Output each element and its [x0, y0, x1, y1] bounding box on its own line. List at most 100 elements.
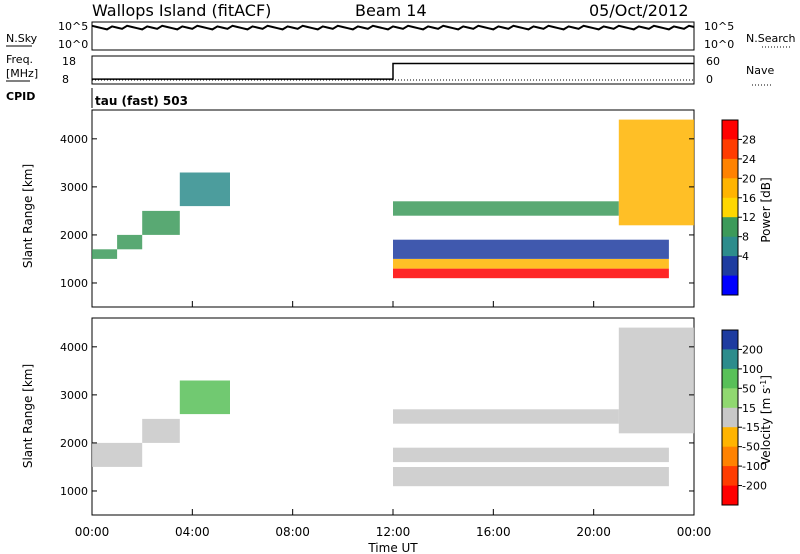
xtick-label-4: 16:00 — [476, 525, 511, 539]
velocity-ytick-label-1: 3000 — [60, 389, 88, 402]
chart-title: Wallops Island (fitACF) — [92, 1, 271, 20]
velocity-colorbar-tick-label-7: -200 — [742, 480, 767, 493]
velocity-band-4 — [393, 447, 669, 463]
velocity-colorbar-swatch-8 — [722, 485, 738, 506]
velocity-band-5 — [393, 409, 619, 424]
power-band-2 — [142, 210, 180, 235]
velocity-band-1 — [142, 418, 180, 443]
velocity-colorbar-frame — [721, 329, 739, 506]
freq-right-tick-bottom: 0 — [706, 73, 713, 86]
freq-left-tick-top: 18 — [62, 55, 76, 68]
power-colorbar-tick-label-2: 20 — [742, 172, 756, 185]
velocity-colorbar-tick-label-3: 15 — [742, 402, 756, 415]
velocity-ytick-label-3: 1000 — [60, 485, 88, 498]
velocity-heatmap — [92, 327, 695, 487]
power-ylabel: Slant Range [km] — [21, 164, 35, 268]
velocity-colorbar-swatch-3 — [722, 388, 738, 409]
power-colorbar-swatch-5 — [722, 217, 738, 238]
velocity-colorbar-swatch-7 — [722, 466, 738, 486]
power-y-ticks: 4000 3000 2000 1000 — [60, 133, 694, 290]
power-colorbar-swatch-6 — [722, 236, 738, 257]
power-colorbar-swatch-3 — [722, 178, 738, 199]
velocity-colorbar-swatch-0 — [722, 330, 738, 350]
freq-trace — [92, 62, 694, 80]
freq-left-tick-bottom: 8 — [62, 73, 69, 86]
nsky-left-tick-bottom: 10^0 — [58, 38, 88, 51]
xtick-label-6: 00:00 — [677, 525, 712, 539]
xtick-label-0: 00:00 — [75, 525, 110, 539]
power-colorbar-swatch-8 — [722, 275, 738, 296]
nsky-right-tick-bottom: 10^0 — [704, 38, 734, 51]
power-colorbar-tick-label-5: 8 — [742, 231, 749, 244]
velocity-band-6 — [618, 327, 695, 434]
xtick-label-3: 12:00 — [376, 525, 411, 539]
nsearch-label: N.Search — [746, 32, 796, 45]
velocity-ytick-label-2: 2000 — [60, 437, 88, 450]
date-label: 05/Oct/2012 — [589, 1, 689, 20]
velocity-colorbar-tick-label-1: 100 — [742, 363, 763, 376]
power-colorbar-tick-label-3: 16 — [742, 192, 756, 205]
power-band-1 — [117, 234, 143, 250]
velocity-ytick-label-0: 4000 — [60, 341, 88, 354]
power-heatmap — [92, 119, 695, 279]
velocity-band-3 — [393, 467, 669, 487]
freq-unit-label: [MHz] — [6, 67, 38, 80]
velocity-colorbar-swatch-2 — [722, 368, 738, 389]
power-ytick-label-3: 1000 — [60, 277, 88, 290]
power-band-3 — [179, 172, 230, 207]
power-ytick-label-2: 2000 — [60, 229, 88, 242]
velocity-colorbar: 200 100 50 15 -15 -50 -100 -200 — [721, 329, 767, 506]
time-x-ticks: 00:00 04:00 08:00 12:00 16:00 20:00 00:00 — [75, 301, 712, 539]
power-band-7 — [393, 201, 619, 216]
nsky-label: N.Sky — [6, 32, 38, 45]
power-colorbar-swatch-4 — [722, 197, 738, 218]
power-band-8 — [618, 119, 695, 226]
power-colorbar-tick-label-0: 28 — [742, 133, 756, 146]
velocity-colorbar-tick-label-2: 50 — [742, 382, 756, 395]
velocity-colorbar-tick-label-4: -15 — [742, 421, 760, 434]
freq-right-tick-top: 60 — [706, 55, 720, 68]
velocity-colorbar-swatch-5 — [722, 427, 738, 448]
nsky-left-tick-top: 10^5 — [58, 20, 88, 33]
power-colorbar-label: Power [dB] — [759, 177, 773, 242]
power-colorbar-tick-label-6: 4 — [742, 250, 749, 263]
power-colorbar-swatch-7 — [722, 256, 738, 276]
cpid-label: CPID — [6, 90, 35, 103]
power-colorbar: 28 24 20 16 12 8 4 — [721, 119, 756, 296]
power-colorbar-frame — [721, 119, 739, 296]
cpid-value: tau (fast) 503 — [95, 94, 188, 108]
freq-panel-frame — [91, 55, 695, 85]
velocity-band-2 — [179, 380, 230, 415]
x-axis-label: Time UT — [367, 541, 418, 554]
xtick-label-2: 08:00 — [275, 525, 310, 539]
power-band-5 — [393, 259, 669, 269]
power-colorbar-swatch-1 — [722, 139, 738, 160]
nsky-panel-frame — [91, 21, 695, 51]
power-colorbar-swatch-0 — [722, 120, 738, 140]
velocity-y-ticks: 4000 3000 2000 1000 — [60, 341, 694, 498]
xtick-label-1: 04:00 — [175, 525, 210, 539]
nsky-right-tick-top: 10^5 — [704, 20, 734, 33]
velocity-colorbar-swatch-6 — [722, 446, 738, 467]
power-ytick-label-0: 4000 — [60, 133, 88, 146]
velocity-band-0 — [92, 442, 143, 467]
velocity-ylabel: Slant Range [km] — [21, 364, 35, 468]
power-band-0 — [92, 249, 118, 259]
velocity-colorbar-tick-label-6: -100 — [742, 460, 767, 473]
power-colorbar-tick-label-1: 24 — [742, 153, 756, 166]
velocity-colorbar-swatch-4 — [722, 407, 738, 428]
power-colorbar-tick-label-4: 12 — [742, 211, 756, 224]
power-colorbar-swatch-2 — [722, 158, 738, 179]
velocity-colorbar-tick-label-5: -50 — [742, 441, 760, 454]
nave-label: Nave — [746, 64, 774, 77]
velocity-colorbar-swatch-1 — [722, 349, 738, 370]
power-ytick-label-1: 3000 — [60, 181, 88, 194]
xtick-label-5: 20:00 — [576, 525, 611, 539]
velocity-colorbar-label: Velocity [m s-1] — [759, 375, 773, 465]
nsky-trace — [91, 24, 695, 31]
power-band-4 — [393, 268, 669, 279]
freq-label: Freq. — [6, 53, 33, 66]
power-band-6 — [393, 239, 669, 259]
beam-label: Beam 14 — [355, 1, 427, 20]
